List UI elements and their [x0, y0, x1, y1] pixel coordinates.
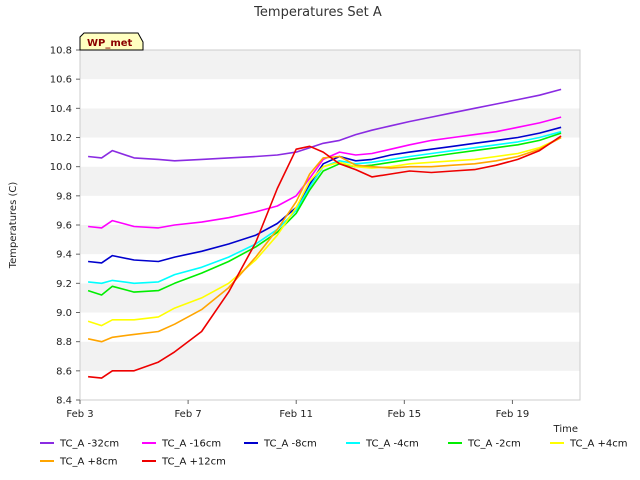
y-tick-label: 10.2 — [50, 133, 72, 144]
y-tick-label: 9.6 — [56, 221, 72, 232]
series-line-3 — [88, 126, 562, 264]
legend-label: TC_A +4cm — [569, 439, 628, 450]
legend-label: TC_A +12cm — [161, 457, 226, 468]
grid-band — [80, 254, 580, 284]
series-line-1 — [88, 88, 562, 162]
grid-band — [80, 79, 580, 109]
series-line-7 — [87, 136, 562, 343]
x-tick-label: Feb 7 — [174, 409, 201, 420]
series-lines — [87, 88, 562, 379]
legend: TC_A -32cm TC_A -16cm TC_A -8cm TC_A -4cm TC… — [40, 439, 628, 468]
y-tick-label: 10.8 — [50, 46, 72, 57]
series-line-8 — [88, 135, 562, 379]
y-tick-label: 9.8 — [56, 191, 72, 202]
legend-label: TC_A -16cm — [161, 439, 221, 450]
legend-label: TC_A -4cm — [365, 439, 419, 450]
grid-band — [80, 283, 580, 313]
y-tick-label: 10.4 — [50, 104, 72, 115]
y-tick-label: 9.2 — [56, 279, 72, 290]
legend-label: TC_A +8cm — [59, 457, 118, 468]
series-line-5 — [87, 132, 562, 296]
grid-band — [80, 312, 580, 342]
x-tick-label: Feb 19 — [496, 409, 530, 420]
x-axis: Feb 3 Feb 7 Feb 11 Feb 15 Feb 19 — [66, 400, 529, 420]
grid-bands — [80, 50, 580, 400]
series-line-6 — [87, 136, 562, 327]
y-tick-label: 8.6 — [56, 366, 72, 377]
grid-band — [80, 50, 580, 80]
badge-label: WP_met — [87, 38, 133, 49]
legend-label: TC_A -2cm — [467, 439, 521, 450]
chart-title: Temperatures Set A — [253, 5, 382, 20]
x-axis-label: Time — [553, 424, 578, 435]
grid-band — [80, 166, 580, 196]
badge: WP_met — [79, 32, 144, 51]
x-tick-label: Feb 15 — [388, 409, 422, 420]
grid-band — [80, 195, 580, 225]
grid-band — [80, 341, 580, 371]
grid-band — [80, 108, 580, 138]
series-line-2 — [88, 116, 562, 229]
grid-band — [80, 370, 580, 400]
y-axis: 8.4 8.6 8.8 9.0 9.2 9.4 9.6 9.8 10.0 10.2 10.4 10.6… — [50, 46, 80, 407]
legend-label: TC_A -8cm — [263, 439, 317, 450]
x-tick-label: Feb 3 — [66, 409, 93, 420]
y-tick-label: 10.0 — [50, 162, 72, 173]
y-tick-label: 8.8 — [56, 337, 72, 348]
y-tick-label: 8.4 — [56, 396, 72, 407]
y-tick-label: 9.4 — [56, 250, 72, 261]
y-axis-label: Temperatures (C) — [8, 182, 19, 270]
grid-band — [80, 225, 580, 255]
y-tick-label: 10.6 — [50, 75, 72, 86]
legend-label: TC_A -32cm — [59, 439, 119, 450]
x-tick-label: Feb 11 — [279, 409, 313, 420]
y-tick-label: 9.0 — [56, 308, 72, 319]
